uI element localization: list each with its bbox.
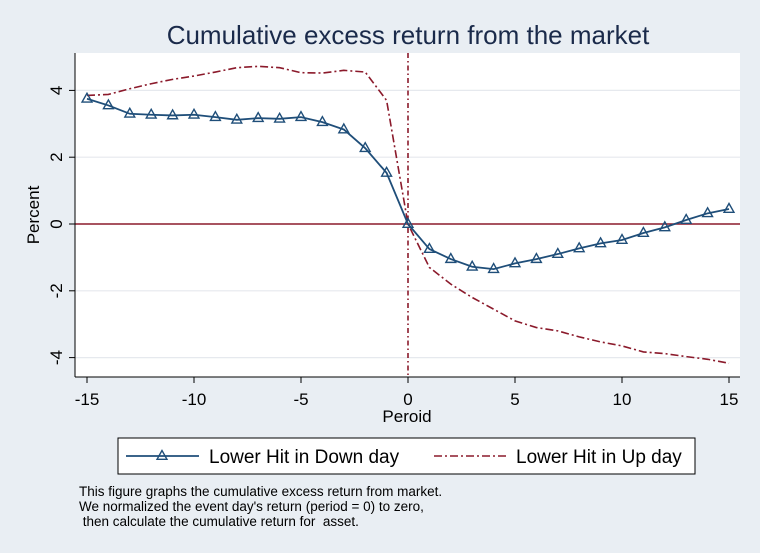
axes: -4 -2 0 2 4 -15 -10 -5 0 5 10 15 bbox=[47, 53, 740, 409]
series-point-down-day-13 bbox=[680, 213, 693, 224]
legend-box bbox=[117, 437, 696, 475]
series-point-down-day-11 bbox=[637, 226, 650, 238]
series-point-down-day--8 bbox=[230, 112, 243, 124]
series bbox=[80, 65, 736, 365]
series-point-down-day--4 bbox=[316, 115, 329, 127]
series-point-down-day--14 bbox=[102, 98, 115, 110]
series-point-down-day-12 bbox=[658, 220, 671, 232]
y-tick-label--4: -4 bbox=[47, 350, 66, 365]
note-line-2: We normalized the event day's return (pe… bbox=[79, 499, 424, 514]
series-point-down-day-4 bbox=[487, 262, 500, 274]
series-point-down-day-3 bbox=[466, 259, 479, 271]
note-line-1: This figure graphs the cumulative excess… bbox=[79, 484, 443, 499]
series-point-down-day--13 bbox=[123, 106, 136, 118]
series-point-down-day--10 bbox=[187, 107, 201, 119]
series-point-down-day--15 bbox=[80, 91, 94, 103]
legend-marker-series-1 bbox=[155, 449, 169, 460]
series-point-down-day--3 bbox=[337, 122, 350, 134]
y-axis-title: Percent bbox=[24, 185, 43, 244]
y-tick-label-0: 0 bbox=[47, 219, 66, 228]
series-point-down-day--11 bbox=[166, 108, 179, 120]
x-tick-label-5: 5 bbox=[510, 390, 519, 409]
x-tick-label-0: 0 bbox=[403, 390, 412, 409]
legend: Lower Hit in Down day Lower Hit in Up da… bbox=[117, 437, 696, 475]
series-point-down-day-7 bbox=[551, 247, 564, 259]
series-point-down-day-9 bbox=[594, 236, 607, 248]
series-line-lower-hit-down-day bbox=[86, 97, 730, 271]
chart-title: Cumulative excess return from the market bbox=[167, 20, 650, 50]
x-tick-label--10: -10 bbox=[182, 390, 207, 409]
x-tick-label--15: -15 bbox=[75, 390, 100, 409]
series-point-down-day--6 bbox=[273, 111, 286, 123]
y-tick-label-4: 4 bbox=[47, 86, 66, 95]
series-point-down-day--5 bbox=[294, 110, 308, 122]
legend-label-series-2: Lower Hit in Up day bbox=[516, 447, 682, 468]
series-point-down-day--7 bbox=[252, 111, 265, 123]
legend-label-series-1: Lower Hit in Down day bbox=[209, 447, 400, 468]
series-point-down-day--2 bbox=[359, 141, 372, 153]
series-point-down-day-0 bbox=[401, 217, 415, 229]
series-point-down-day-14 bbox=[701, 206, 714, 218]
series-point-down-day-10 bbox=[615, 233, 629, 245]
series-point-down-day-15 bbox=[722, 202, 736, 213]
series-point-down-day--9 bbox=[209, 110, 222, 122]
series-point-down-day-2 bbox=[444, 252, 457, 264]
y-tick-label--2: -2 bbox=[47, 283, 66, 298]
figure-note: This figure graphs the cumulative excess… bbox=[79, 484, 442, 529]
series-point-down-day-6 bbox=[530, 252, 543, 264]
series-point-down-day-5 bbox=[508, 256, 522, 268]
x-tick-label-10: 10 bbox=[613, 390, 632, 409]
series-point-down-day-1 bbox=[423, 242, 436, 254]
series-point-down-day--12 bbox=[145, 107, 158, 119]
x-tick-label--5: -5 bbox=[293, 390, 308, 409]
x-tick-label-15: 15 bbox=[720, 390, 739, 409]
series-point-down-day-8 bbox=[573, 241, 586, 253]
series-point-down-day--1 bbox=[380, 165, 393, 177]
x-axis-title: Peroid bbox=[382, 407, 431, 426]
note-line-3: then calculate the cumulative return for… bbox=[79, 514, 359, 529]
y-tick-label-2: 2 bbox=[47, 152, 66, 161]
